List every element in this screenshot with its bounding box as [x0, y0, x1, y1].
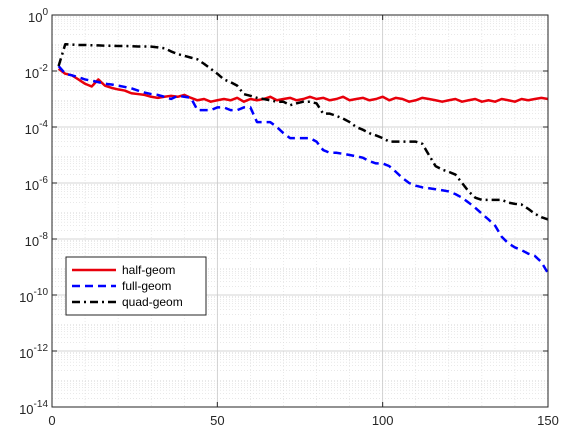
y-tick-label: 100 — [28, 7, 48, 25]
y-tick-label: 10-10 — [19, 287, 48, 305]
series-layer — [57, 43, 550, 274]
plot-background — [52, 15, 548, 407]
y-tick-label: 10-12 — [19, 343, 48, 361]
legend: half-geom full-geom quad-geom — [65, 256, 207, 316]
plot-frame — [51, 14, 549, 408]
series-line-full-geom — [57, 65, 550, 274]
series-line-quad-geom — [57, 43, 549, 221]
y-tick-label: 10-6 — [25, 175, 49, 193]
legend-label-full-geom: full-geom — [122, 279, 171, 293]
x-tick-label: 100 — [372, 413, 394, 428]
x-tick-label: 50 — [210, 413, 224, 428]
y-tick-label: 10-4 — [25, 119, 49, 137]
x-tick-label: 150 — [537, 413, 559, 428]
legend-label-half-geom: half-geom — [122, 263, 175, 277]
x-tick-label: 0 — [48, 413, 55, 428]
y-axis: 100 10-2 10-4 10-6 10-8 10-10 10-12 10-14 — [19, 7, 548, 417]
y-tick-label: 10-2 — [25, 63, 49, 81]
y-tick-label: 10-14 — [19, 399, 48, 417]
legend-label-quad-geom: quad-geom — [122, 295, 183, 309]
x-axis: 0 50 100 150 — [48, 15, 559, 428]
minor-grid — [52, 15, 548, 407]
y-tick-label: 10-8 — [25, 231, 49, 249]
series-line-half-geom — [57, 67, 549, 103]
